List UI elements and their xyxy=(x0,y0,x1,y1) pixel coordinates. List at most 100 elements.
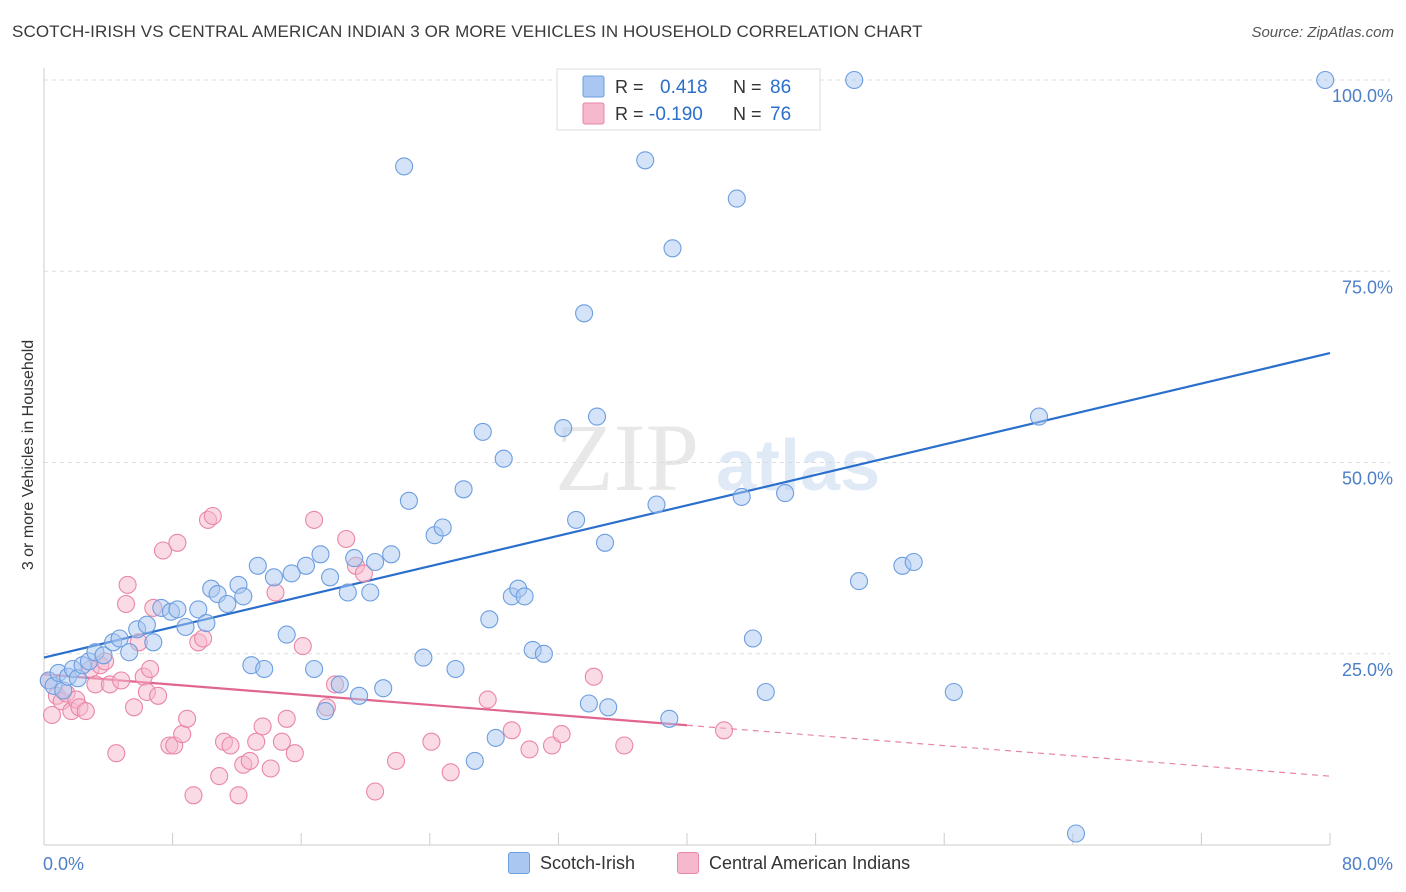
point-scotch-irish xyxy=(776,484,795,503)
point-scotch-irish xyxy=(636,151,655,170)
bottom-legend: Scotch-Irish Central American Indians xyxy=(0,852,1406,878)
point-scotch-irish xyxy=(647,495,666,514)
point-scotch-irish xyxy=(338,583,357,602)
chart-title: SCOTCH-IRISH VS CENTRAL AMERICAN INDIAN … xyxy=(12,22,923,41)
point-scotch-irish xyxy=(395,157,414,176)
point-central-american-indians xyxy=(714,721,734,740)
point-central-american-indians xyxy=(478,690,497,709)
point-scotch-irish xyxy=(168,600,187,619)
point-central-american-indians xyxy=(520,740,539,759)
point-scotch-irish xyxy=(366,552,385,572)
legend-swatch-pink xyxy=(582,102,605,125)
point-central-american-indians xyxy=(261,759,280,778)
point-central-american-indians xyxy=(184,786,203,805)
legend-label: Central American Indians xyxy=(709,852,911,873)
point-scotch-irish xyxy=(473,422,492,441)
point-scotch-irish xyxy=(248,556,267,575)
point-scotch-irish xyxy=(399,491,418,510)
point-scotch-irish xyxy=(849,572,869,591)
legend-item-scotch-irish: Scotch-Irish xyxy=(508,852,635,874)
point-central-american-indians xyxy=(178,709,197,728)
point-scotch-irish xyxy=(454,480,473,499)
point-scotch-irish xyxy=(330,675,349,694)
point-central-american-indians xyxy=(107,744,126,763)
point-central-american-indians xyxy=(441,763,460,782)
point-scotch-irish xyxy=(575,304,594,323)
point-scotch-irish xyxy=(1029,407,1049,426)
point-central-american-indians xyxy=(266,583,285,602)
point-scotch-irish xyxy=(316,702,335,721)
point-scotch-irish xyxy=(433,518,452,537)
legend-r-label: R = xyxy=(615,77,644,97)
point-scotch-irish xyxy=(282,564,301,583)
point-scotch-irish xyxy=(756,682,775,702)
points-scotch-irish xyxy=(39,70,1335,843)
point-scotch-irish xyxy=(296,556,316,575)
point-scotch-irish xyxy=(1066,824,1086,843)
point-central-american-indians xyxy=(337,529,356,549)
point-scotch-irish xyxy=(743,629,762,648)
point-scotch-irish xyxy=(587,407,607,426)
point-scotch-irish xyxy=(534,644,553,663)
point-central-american-indians xyxy=(221,736,240,755)
legend-swatch-blue xyxy=(582,75,605,98)
points-central-american-indians xyxy=(39,506,734,805)
point-central-american-indians xyxy=(149,686,168,705)
point-scotch-irish xyxy=(277,625,296,644)
y-tick-label: 50.0% xyxy=(1342,469,1393,489)
point-scotch-irish xyxy=(480,610,499,629)
point-central-american-indians xyxy=(168,533,187,552)
trend-line-blue xyxy=(43,352,1331,659)
point-central-american-indians xyxy=(552,725,571,744)
legend-r-value: 0.418 xyxy=(660,77,708,98)
point-scotch-irish xyxy=(176,617,195,637)
legend-r-label: R = xyxy=(615,104,644,124)
y-tick-label: 75.0% xyxy=(1342,277,1393,297)
point-central-american-indians xyxy=(124,698,144,717)
point-central-american-indians xyxy=(210,767,229,786)
point-central-american-indians xyxy=(366,782,385,801)
point-central-american-indians xyxy=(285,744,304,763)
point-central-american-indians xyxy=(253,717,272,736)
legend-row-pink: R = -0.190 N = 76 xyxy=(582,102,791,125)
x-tick-label: 80.0% xyxy=(1342,854,1393,874)
x-tick-labels: 0.0% 80.0% xyxy=(43,854,1393,874)
point-central-american-indians xyxy=(153,541,173,560)
point-central-american-indians xyxy=(354,564,373,583)
gridlines xyxy=(44,79,1390,655)
point-central-american-indians xyxy=(305,510,324,529)
point-scotch-irish xyxy=(660,709,679,728)
point-scotch-irish xyxy=(465,751,484,770)
point-scotch-irish xyxy=(515,587,534,606)
point-scotch-irish xyxy=(350,686,369,705)
point-scotch-irish xyxy=(845,70,864,90)
point-scotch-irish xyxy=(361,583,380,602)
y-tick-label: 25.0% xyxy=(1342,660,1393,680)
point-scotch-irish xyxy=(494,449,513,468)
point-scotch-irish xyxy=(732,487,751,506)
x-tick-label: 0.0% xyxy=(43,854,84,874)
y-tick-labels: 25.0% 50.0% 75.0% 100.0% xyxy=(1332,86,1393,680)
point-central-american-indians xyxy=(116,594,136,614)
point-scotch-irish xyxy=(599,698,618,717)
point-scotch-irish xyxy=(595,533,615,552)
point-central-american-indians xyxy=(272,732,291,751)
point-scotch-irish xyxy=(374,679,393,698)
point-scotch-irish xyxy=(904,552,923,572)
point-central-american-indians xyxy=(76,702,95,721)
legend-item-central-american-indians: Central American Indians xyxy=(677,852,910,874)
point-scotch-irish xyxy=(311,545,330,564)
point-scotch-irish xyxy=(218,594,237,614)
point-central-american-indians xyxy=(584,667,603,686)
point-central-american-indians xyxy=(229,786,248,805)
y-tick-label: 100.0% xyxy=(1332,86,1393,106)
point-central-american-indians xyxy=(203,506,222,526)
point-central-american-indians xyxy=(277,709,296,728)
point-central-american-indians xyxy=(112,671,131,690)
point-scotch-irish xyxy=(446,659,465,679)
legend-row-blue: R = 0.418 N = 86 xyxy=(582,75,791,98)
point-central-american-indians xyxy=(615,736,634,755)
point-scotch-irish xyxy=(554,419,573,438)
point-central-american-indians xyxy=(386,751,406,770)
